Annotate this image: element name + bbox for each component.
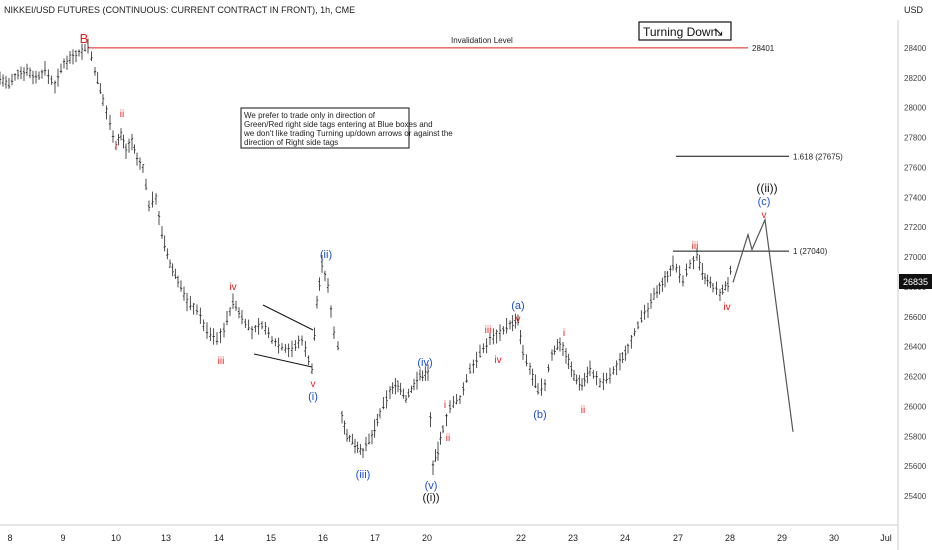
triangle-pattern [253,304,314,368]
wave-label: iii [692,241,699,252]
wave-label: (iii) [356,469,371,481]
wave-label: (i) [308,391,318,403]
x-tick-label: 9 [60,533,65,543]
note-box: We prefer to trade only in direction of G… [240,107,453,149]
x-tick-label: 15 [266,533,276,543]
wave-label: ii [446,433,450,444]
y-tick-label: 27600 [904,163,927,172]
currency-label: USD [904,5,924,15]
x-tick-label: 16 [318,533,328,543]
y-tick-label: 28000 [904,104,927,113]
triangle-lower-line [253,353,313,368]
wave-label: iii [218,356,225,367]
wave-label: (c) [758,196,771,208]
x-tick-label: 30 [829,533,839,543]
last-price-badge: 26835 [899,274,932,289]
y-tick-label: 26200 [904,373,927,382]
wave-label: (v) [425,480,438,492]
wave-label: v [311,379,316,390]
x-tick-label: 24 [620,533,630,543]
price-bars [0,38,732,475]
y-tick-label: 27000 [904,253,927,262]
y-tick-label: 27200 [904,223,927,232]
x-tick-label: 8 [7,533,12,543]
wave-label: iv [494,355,501,366]
wave-label: i [444,400,446,411]
fib-1-label: 1 (27040) [793,247,828,256]
wave-label: ((ii)) [756,181,777,195]
x-tick-label: 27 [673,533,683,543]
y-tick-label: 28200 [904,74,927,83]
wave-label: (a) [511,300,524,312]
x-tick-label: 20 [422,533,432,543]
wave-label: v [762,210,767,221]
wave-label: iv [229,282,236,293]
x-tick-label: 10 [111,533,121,543]
y-tick-label: 26400 [904,343,927,352]
projection-path [732,217,794,432]
turning-down-tag: Turning Down ↘ [638,21,732,41]
x-tick-label: 17 [370,533,380,543]
y-tick-label: 25600 [904,462,927,471]
turning-down-label: Turning Down [643,25,717,39]
y-tick-label: 26600 [904,313,927,322]
x-tick-label: 28 [725,533,735,543]
x-tick-label: 13 [161,533,171,543]
invalidation-value: 28401 [752,44,775,53]
projection-line [732,217,794,432]
y-tick-label: 25400 [904,492,927,501]
triangle-upper-line [262,304,314,331]
note-text: We prefer to trade only in direction of G… [243,111,453,147]
fib-levels: Invalidation Level 28401 1.618 (27675) 1 (2… [88,36,843,256]
wave-label: v [516,314,521,325]
wave-label: i [115,141,117,152]
y-tick-label: 27400 [904,193,927,202]
wave-label: iv [723,302,730,313]
x-tick-label: 23 [568,533,578,543]
wave-label: (iv) [417,357,432,369]
wave-label: B [80,31,89,46]
wave-label: ii [581,405,585,416]
wave-label: ii [120,109,124,120]
x-tick-label: 14 [214,533,224,543]
wave-labels: Biiiiiiivv(i)(ii)(iii)(iv)(v)((i))iiiiii… [80,31,778,504]
y-tick-label: 25800 [904,432,927,441]
chart-title: NIKKEI/USD FUTURES (CONTINUOUS: CURRENT … [4,5,355,15]
turning-down-arrow-icon: ↘ [713,24,724,39]
y-tick-label: 26000 [904,402,927,411]
y-axis-ticks: 2540025600258002600026200264002660026800… [904,44,927,501]
y-tick-label: 27800 [904,134,927,143]
wave-label: (b) [533,409,546,421]
wave-label: (ii) [320,249,332,261]
x-axis-ticks: 8 9 10 13 14 15 16 17 20 22 23 24 27 28 29 30 Jul [7,533,891,543]
last-price-value: 26835 [903,277,928,287]
wave-label: iii [485,325,492,336]
x-tick-label: 29 [777,533,787,543]
x-tick-label: Jul [880,533,892,543]
wave-label: i [563,328,565,339]
y-tick-label: 28400 [904,44,927,53]
invalidation-label: Invalidation Level [451,36,513,45]
fib-1618-label: 1.618 (27675) [793,152,843,161]
wave-label: ((i)) [422,492,439,504]
x-tick-label: 22 [516,533,526,543]
